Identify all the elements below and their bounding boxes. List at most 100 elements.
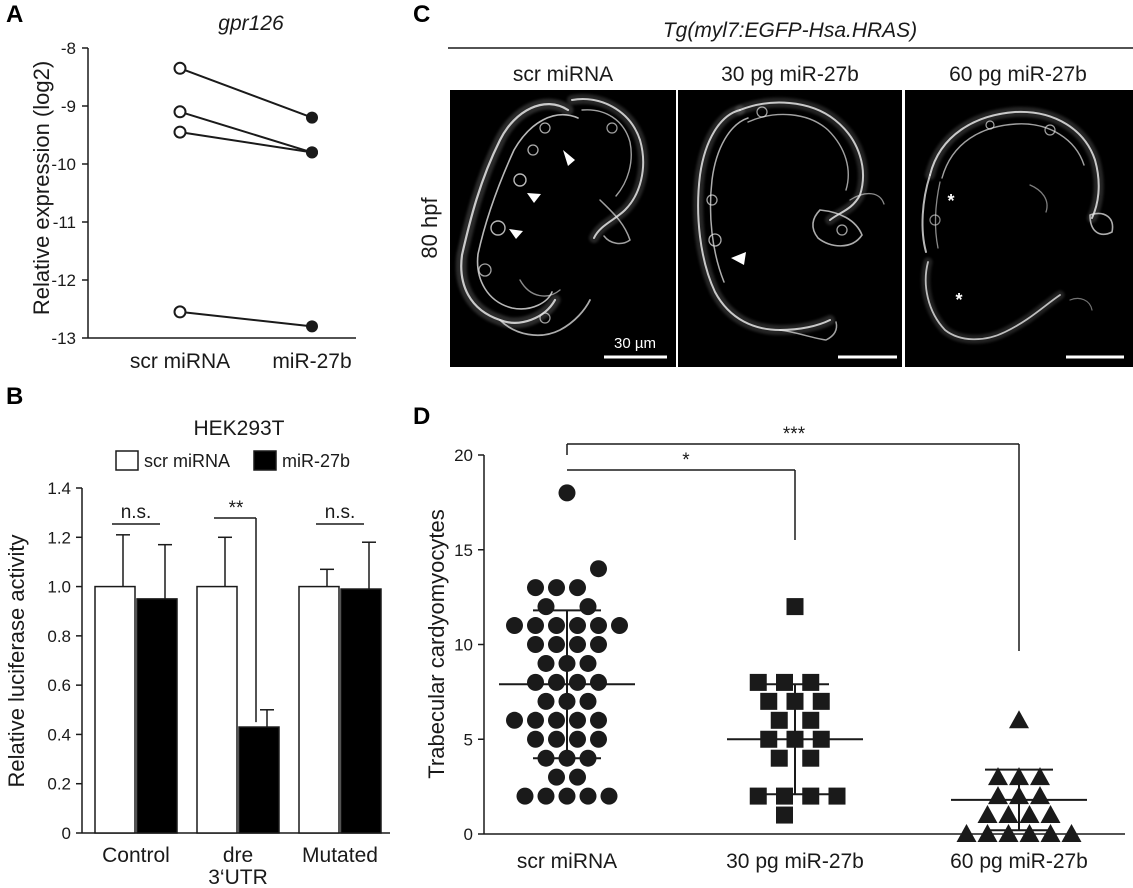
paired-line xyxy=(179,67,313,119)
data-point-circle xyxy=(600,787,618,805)
data-point-circle xyxy=(569,711,586,729)
panel-d-category-60pg: 60 pg miR-27b xyxy=(950,850,1088,873)
data-point-triangle xyxy=(1061,824,1082,842)
arrowhead-2 xyxy=(527,193,541,203)
panel-b: B HEK293T scr miRNA miR-27b Relative luc… xyxy=(4,383,390,888)
panel-b-category-utr-line2: 3‘UTR xyxy=(208,866,268,888)
paired-line xyxy=(179,131,313,154)
data-point-circle xyxy=(537,692,555,710)
panel-d-y-tick-label: 20 xyxy=(454,446,473,465)
data-point-circle xyxy=(558,787,576,805)
bar-scr-mirna xyxy=(94,585,136,834)
panel-d-y-tick-label: 15 xyxy=(454,541,473,560)
data-point-square xyxy=(749,787,767,805)
micrograph-30pg-mir27b xyxy=(678,90,902,367)
significance-label: ** xyxy=(229,498,244,519)
scale-bar-label: 30 µm xyxy=(614,335,656,352)
panel-c-column-scr: scr miRNA xyxy=(513,63,613,86)
panel-d-letter: D xyxy=(413,403,430,430)
legend-label-mir27b: miR-27b xyxy=(282,451,350,471)
data-point-square xyxy=(749,673,767,691)
panel-a-y-tick-label: -11 xyxy=(53,213,76,232)
data-point-circle xyxy=(537,787,555,805)
data-point-triangle xyxy=(998,824,1019,842)
panel-b-ylabel: Relative luciferase activity xyxy=(4,534,29,787)
data-point-circle xyxy=(569,768,586,786)
legend-label-scr-mirna: scr miRNA xyxy=(144,451,230,471)
data-point-triangle xyxy=(1019,824,1040,842)
point-scr-mirna xyxy=(173,105,187,119)
data-point-circle xyxy=(537,654,555,672)
data-point-circle xyxy=(548,579,565,597)
data-point-square xyxy=(776,806,793,824)
data-point-square xyxy=(812,692,830,710)
bar-scr-mirna xyxy=(298,585,340,834)
panel-b-y-tick-label: 0 xyxy=(62,824,71,843)
significance-label: n.s. xyxy=(121,502,152,523)
legend-swatch-scr-mirna xyxy=(115,450,139,471)
panel-b-y-tick-label: 1.0 xyxy=(47,578,71,597)
data-point-circle xyxy=(548,673,565,691)
data-point-triangle xyxy=(1019,805,1040,824)
data-point-square xyxy=(828,787,846,805)
point-mir27b xyxy=(306,146,318,159)
data-point-circle xyxy=(548,711,565,729)
data-point-circle xyxy=(579,654,597,672)
panel-a-y-tick-label: -12 xyxy=(51,271,76,290)
data-point-square xyxy=(770,749,788,767)
data-point-circle xyxy=(527,673,544,691)
significance-label: * xyxy=(682,450,690,471)
bar-scr-mirna xyxy=(196,585,238,834)
panel-b-y-tick-label: 1.2 xyxy=(47,528,71,547)
data-point-circle xyxy=(590,673,607,691)
panel-b-category-control: Control xyxy=(102,844,170,867)
panel-a-category-scr: scr miRNA xyxy=(130,350,230,373)
data-point-circle xyxy=(506,711,523,729)
data-point-circle xyxy=(569,579,586,597)
data-point-circle xyxy=(516,787,534,805)
data-point-circle xyxy=(611,617,628,635)
data-point-square xyxy=(776,787,793,805)
point-mir27b xyxy=(306,320,318,333)
panel-d-y-tick-label: 0 xyxy=(464,825,473,844)
data-point-circle xyxy=(548,768,565,786)
panel-a-y-tick-label: -13 xyxy=(51,329,76,348)
data-point-square xyxy=(802,749,820,767)
data-point-circle xyxy=(527,579,544,597)
data-point-square xyxy=(786,598,804,616)
data-point-triangle xyxy=(1030,767,1050,786)
data-point-circle xyxy=(558,484,576,502)
data-point-circle xyxy=(506,617,523,635)
data-point-circle xyxy=(548,730,565,748)
asterisk-1: * xyxy=(947,191,954,211)
data-point-circle xyxy=(590,711,607,729)
panel-b-category-mutated: Mutated xyxy=(302,844,378,867)
panel-b-y-tick-label: 0.8 xyxy=(47,627,71,646)
bar-mir27b xyxy=(340,588,382,834)
data-point-circle xyxy=(527,617,544,635)
data-point-circle xyxy=(590,730,607,748)
data-point-triangle xyxy=(988,786,1008,805)
data-point-circle xyxy=(579,598,597,616)
data-point-triangle xyxy=(1040,824,1061,842)
paired-line xyxy=(179,310,313,328)
data-point-circle xyxy=(569,730,586,748)
point-scr-mirna xyxy=(173,125,187,139)
panel-a-category-mir27b: miR-27b xyxy=(272,350,351,373)
data-point-square xyxy=(802,787,820,805)
panel-b-category-utr-line1: dre xyxy=(223,844,253,867)
data-point-circle xyxy=(548,636,565,653)
point-scr-mirna xyxy=(173,61,187,75)
data-point-square xyxy=(776,673,793,691)
data-point-circle xyxy=(527,636,544,653)
panel-b-y-tick-label: 0.4 xyxy=(47,725,71,744)
panel-b-y-tick-label: 0.6 xyxy=(47,676,71,695)
panel-b-title: HEK293T xyxy=(193,417,284,440)
panel-d-ylabel: Trabecular cardyomyocytes xyxy=(424,509,449,778)
panel-a-y-tick-label: -9 xyxy=(61,97,76,116)
bar-mir27b xyxy=(136,598,178,834)
data-point-circle xyxy=(590,560,607,578)
micrograph-scr-mirna: 30 µm xyxy=(450,90,676,367)
